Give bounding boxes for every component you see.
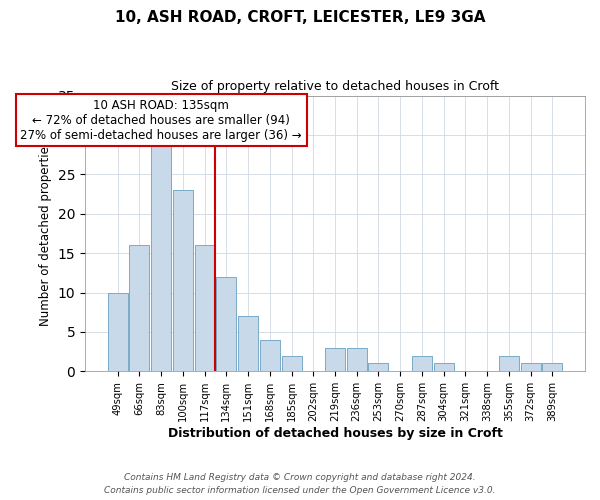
Bar	[542, 364, 562, 372]
Y-axis label: Number of detached properties: Number of detached properties	[39, 140, 52, 326]
X-axis label: Distribution of detached houses by size in Croft: Distribution of detached houses by size …	[167, 427, 502, 440]
Bar	[194, 246, 215, 372]
Bar	[217, 277, 236, 372]
Bar	[130, 246, 149, 372]
Title: Size of property relative to detached houses in Croft: Size of property relative to detached ho…	[171, 80, 499, 93]
Bar	[499, 356, 519, 372]
Bar	[368, 364, 388, 372]
Bar	[412, 356, 432, 372]
Text: Contains HM Land Registry data © Crown copyright and database right 2024.
Contai: Contains HM Land Registry data © Crown c…	[104, 474, 496, 495]
Bar	[281, 356, 302, 372]
Bar	[107, 292, 128, 372]
Bar	[325, 348, 345, 372]
Text: 10 ASH ROAD: 135sqm
← 72% of detached houses are smaller (94)
27% of semi-detach: 10 ASH ROAD: 135sqm ← 72% of detached ho…	[20, 98, 302, 142]
Text: 10, ASH ROAD, CROFT, LEICESTER, LE9 3GA: 10, ASH ROAD, CROFT, LEICESTER, LE9 3GA	[115, 10, 485, 25]
Bar	[238, 316, 258, 372]
Bar	[521, 364, 541, 372]
Bar	[151, 143, 171, 372]
Bar	[434, 364, 454, 372]
Bar	[260, 340, 280, 372]
Bar	[173, 190, 193, 372]
Bar	[347, 348, 367, 372]
